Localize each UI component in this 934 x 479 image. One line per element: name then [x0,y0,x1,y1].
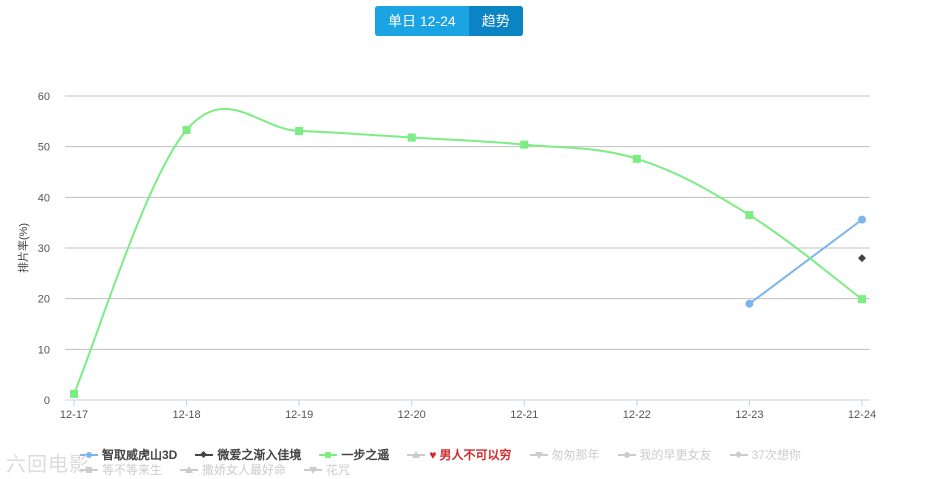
y-tick-label: 10 [38,344,50,356]
x-tick-label: 12-23 [735,409,763,421]
legend-label: 匆匆那年 [551,448,600,462]
data-point [632,154,641,163]
legend-label: 撒娇女人最好命 [202,463,287,477]
legend-item[interactable]: 我的早更女友 [617,446,712,463]
legend-symbol-icon [319,450,338,460]
legend-label: 37次想你 [751,448,801,462]
y-tick-label: 30 [38,243,50,255]
legend-symbol-icon [729,450,748,460]
data-point [858,295,866,304]
view-toggle: 单日 12-24 趋势 [375,6,523,36]
x-tick-label: 12-19 [285,409,313,421]
x-tick-label: 12-18 [173,409,201,421]
y-axis-label: 排片率(%) [16,223,30,273]
legend-label: 智取威虎山3D [102,448,178,462]
legend-item[interactable]: 微爱之渐入佳境 [195,446,301,463]
legend-item[interactable]: 匆匆那年 [529,446,600,463]
y-tick-label: 0 [44,395,50,407]
legend-item[interactable]: 花咒 [304,461,350,478]
legend-label: 男人不可以穷 [439,448,512,462]
legend-symbol-icon [80,450,98,460]
data-point [745,211,754,220]
x-tick-label: 12-20 [398,409,426,421]
data-point [520,140,529,149]
legend-symbol-icon [529,450,548,460]
legend-symbol-icon [617,450,636,460]
x-tick-label: 12-17 [60,409,88,421]
legend-label: 微爱之渐入佳境 [217,448,302,462]
line-chart: 0 10 20 30 40 50 60 12-17 12-18 12-19 12-20 12-21 12… [16,91,876,421]
y-tick-label: 20 [38,294,50,306]
heart-icon: ♥ [429,447,437,462]
data-point [295,126,304,135]
legend-symbol-icon [80,465,98,475]
single-day-button[interactable]: 单日 12-24 [375,6,469,36]
data-point [70,389,78,398]
x-tick-label: 12-22 [623,409,651,421]
legend-item[interactable]: 37次想你 [729,446,801,463]
x-tick-label: 12-21 [510,409,538,421]
legend-label: 我的早更女友 [639,448,712,462]
legend-label: 一步之遥 [341,448,390,462]
data-point [182,125,191,134]
legend-item[interactable]: 等不等来生 [80,461,162,478]
data-point [745,299,754,308]
legend-symbol-icon [195,450,214,460]
chart-legend: 智取威虎山3D 微爱之渐入佳境 一步之遥 ♥ 男人不可以穷 匆匆那年 我的早更女友 37次想你… [0,440,934,479]
series-line [748,218,863,305]
data-point [858,215,866,224]
x-tick-label: 12-24 [848,409,876,421]
y-tick-label: 40 [38,192,50,204]
data-point [407,133,416,142]
legend-symbol-icon [407,450,426,460]
y-tick-label: 60 [38,91,50,103]
data-point [858,254,866,263]
watermark: 六回电影 [6,454,90,476]
series-line [73,107,863,395]
y-tick-label: 50 [38,142,50,154]
legend-label: 等不等来生 [102,463,163,477]
trend-button[interactable]: 趋势 [468,6,523,36]
legend-symbol-icon [180,465,199,475]
legend-item[interactable]: ♥ 男人不可以穷 [407,446,512,463]
legend-symbol-icon [304,465,323,475]
legend-item[interactable]: 一步之遥 [319,446,389,463]
legend-label: 花咒 [326,463,351,477]
legend-item[interactable]: 智取威虎山3D [80,446,177,463]
legend-item[interactable]: 撒娇女人最好命 [180,461,286,478]
